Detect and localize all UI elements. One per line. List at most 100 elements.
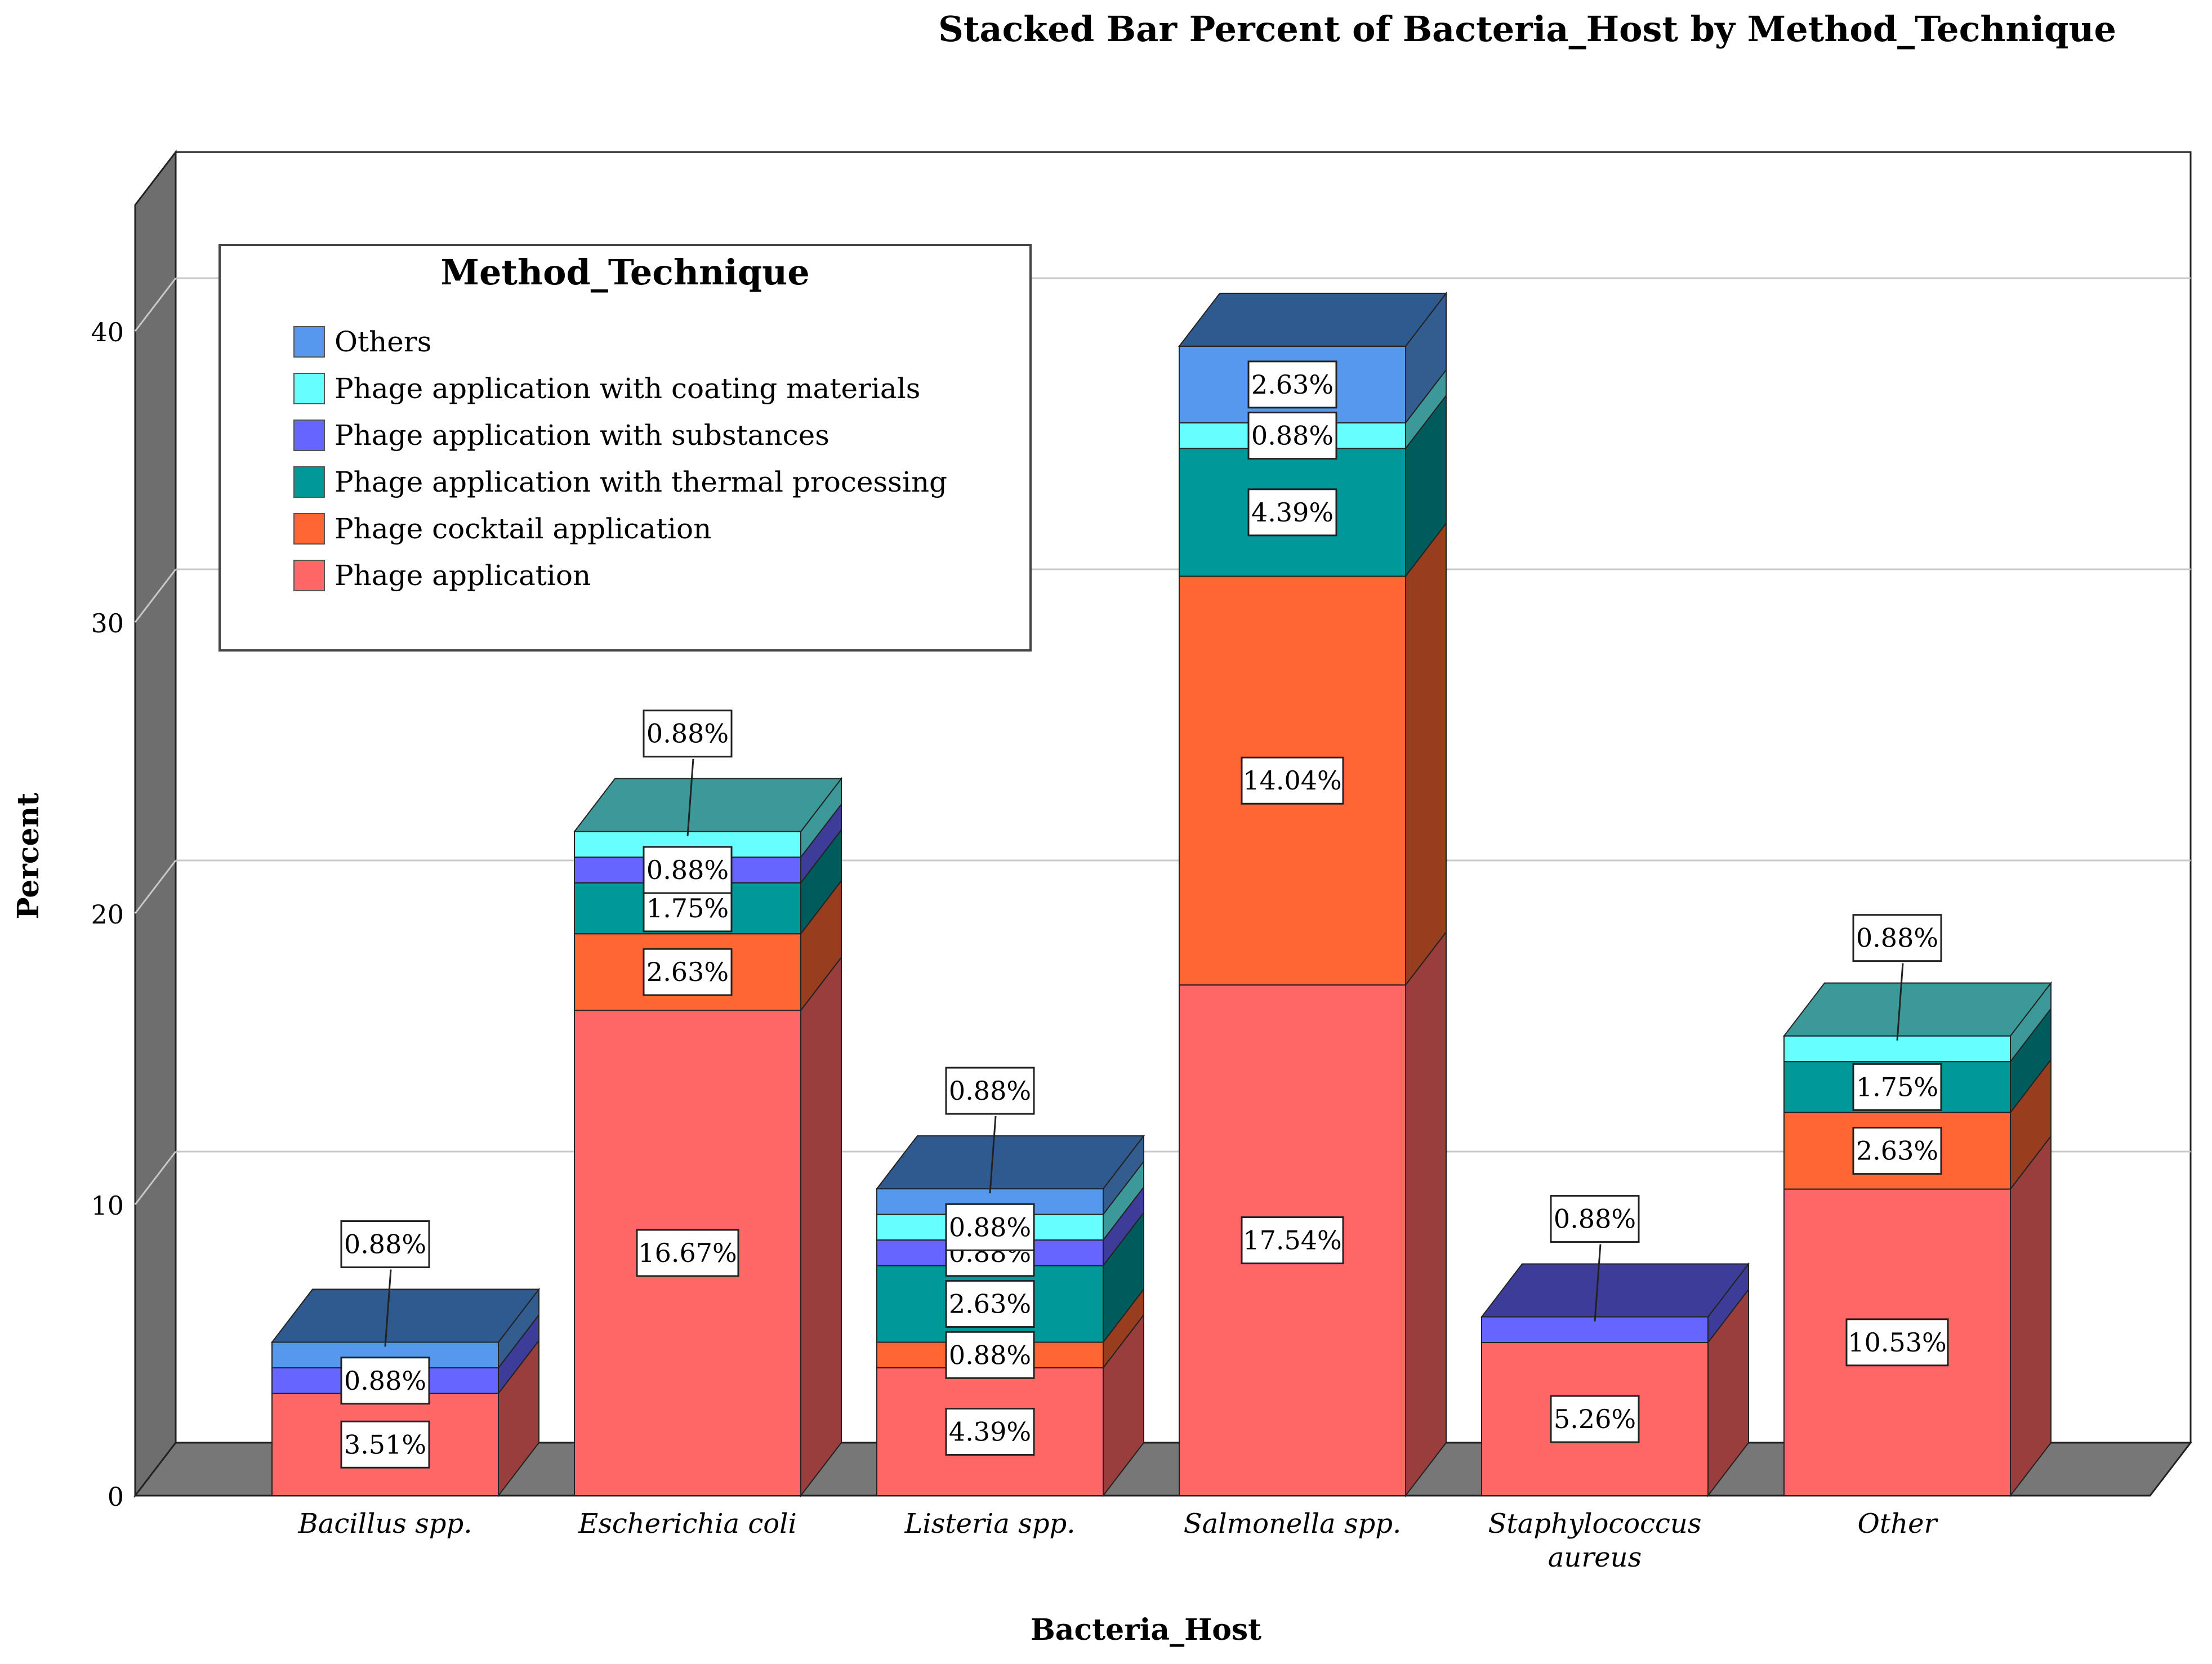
- data-label-box: [643, 710, 733, 758]
- x-tick-label: Other: [1858, 1508, 1939, 1540]
- bar-segment: [1783, 1112, 2011, 1190]
- gridline-side: [134, 569, 177, 623]
- data-label: 0.88%: [344, 1366, 426, 1396]
- data-label-box: [1550, 1395, 1640, 1443]
- data-label-box: [643, 846, 733, 894]
- legend-swatch: [293, 373, 325, 404]
- label-leader: [989, 1116, 997, 1194]
- data-label-box: [1845, 1318, 1949, 1367]
- legend-label: Phage cocktail application: [335, 512, 711, 545]
- data-label-box: [1852, 914, 1942, 962]
- data-label-box: [1241, 1216, 1344, 1265]
- x-tick-label: aureus: [1548, 1542, 1642, 1573]
- data-label: 0.88%: [646, 855, 729, 885]
- data-label: 5.26%: [1554, 1404, 1636, 1434]
- data-label: 0.88%: [1554, 1204, 1636, 1234]
- data-label: 14.04%: [1243, 765, 1341, 796]
- legend-box: [218, 244, 1032, 652]
- axes: Stacked Bar Percent of Bacteria_Host by …: [11, 8, 2116, 1647]
- y-tick-label: 0: [108, 1482, 124, 1512]
- x-tick-label: Escherichia coli: [578, 1508, 797, 1540]
- gridline-side: [134, 278, 177, 332]
- legend-label: Phage application with substances: [335, 419, 830, 452]
- data-label: 10.53%: [1848, 1327, 1946, 1358]
- label-leader: [686, 759, 694, 836]
- legend-title: Method_Technique: [440, 252, 809, 293]
- data-label: 16.67%: [638, 1238, 737, 1268]
- bar-side: [1405, 930, 1447, 1497]
- gridline-side: [134, 1151, 177, 1205]
- data-label-box: [340, 1357, 430, 1405]
- data-label: 0.88%: [344, 1229, 426, 1260]
- data-label-box: [1247, 488, 1337, 537]
- data-label-box: [945, 1331, 1035, 1379]
- data-label: 0.88%: [949, 1340, 1031, 1370]
- x-tick-label: Bacillus spp.: [298, 1508, 472, 1540]
- data-label-box: [636, 1229, 739, 1277]
- data-label: 2.63%: [646, 957, 729, 987]
- label-leader: [1896, 963, 1904, 1041]
- bar-top: [1782, 982, 2053, 1037]
- bar-top: [875, 1135, 1145, 1190]
- legend-swatch: [293, 560, 325, 591]
- data-label: 0.88%: [949, 1076, 1031, 1106]
- data-label: 2.63%: [1856, 1136, 1938, 1166]
- chart-title: Stacked Bar Percent of Bacteria_Host by …: [938, 8, 2116, 50]
- data-label-box: [1241, 756, 1344, 805]
- data-label: 1.75%: [1856, 1072, 1938, 1102]
- legend-swatch: [293, 420, 325, 451]
- bar-side: [2010, 1134, 2052, 1497]
- data-label-box: [340, 1420, 430, 1469]
- data-labels: 3.51% 0.88% 0.88% 16.67% 2.63% 1.75% 0.88% 0.88…: [340, 360, 1949, 1469]
- data-label: 0.88%: [646, 719, 729, 749]
- y-tick-label: 10: [91, 1190, 124, 1221]
- data-label: 2.63%: [1251, 369, 1334, 400]
- bar-top: [1480, 1263, 1750, 1318]
- data-label: 0.88%: [1251, 421, 1334, 451]
- data-label: 0.88%: [949, 1212, 1031, 1242]
- bar-top: [270, 1288, 541, 1343]
- data-label: 2.63%: [949, 1289, 1031, 1319]
- side-wall: [134, 149, 177, 1498]
- x-tick-label: Salmonella spp.: [1184, 1508, 1402, 1540]
- legend-label: Others: [335, 325, 431, 358]
- y-tick-label: 30: [91, 608, 124, 639]
- data-label: 4.39%: [949, 1417, 1031, 1447]
- y-axis-title: Percent: [11, 793, 46, 920]
- bar-side: [800, 956, 842, 1497]
- data-label-box: [1852, 1063, 1942, 1111]
- bar-top: [1178, 292, 1448, 347]
- bar-side: [1405, 521, 1447, 987]
- data-label-box: [1247, 360, 1337, 409]
- data-label-box: [945, 1203, 1035, 1251]
- legend-label: Phage application with thermal processin…: [335, 466, 947, 498]
- bar-stack-area: [270, 291, 2053, 1497]
- data-label-box: [1247, 412, 1337, 460]
- data-label-box: [643, 948, 733, 996]
- y-tick-label: 20: [91, 899, 124, 930]
- data-label: 1.75%: [646, 893, 729, 924]
- x-tick-label: Staphylococcus: [1488, 1508, 1702, 1540]
- x-axis-title: Bacteria_Host: [1031, 1613, 1261, 1647]
- label-leader: [1594, 1244, 1602, 1322]
- bar-top: [573, 778, 843, 832]
- data-label-box: [1550, 1195, 1640, 1243]
- label-leader: [384, 1269, 392, 1347]
- legend-label: Phage application with coating materials: [335, 372, 920, 405]
- gridline-side: [134, 860, 177, 914]
- data-label: 3.51%: [344, 1429, 426, 1460]
- y-tick-label: 40: [91, 317, 124, 347]
- legend-swatch: [293, 466, 325, 498]
- data-label-box: [945, 1067, 1035, 1115]
- data-label-box: [945, 1408, 1035, 1456]
- legend-swatch: [293, 326, 325, 358]
- legend-swatch: [293, 513, 325, 545]
- legend: Method_Technique Others Phage application…: [218, 244, 1032, 652]
- data-label-box: [340, 1220, 430, 1269]
- data-label: 17.54%: [1243, 1225, 1341, 1256]
- legend-label: Phage application: [335, 559, 591, 592]
- data-label-box: [945, 1280, 1035, 1328]
- x-tick-label: Listeria spp.: [904, 1508, 1075, 1540]
